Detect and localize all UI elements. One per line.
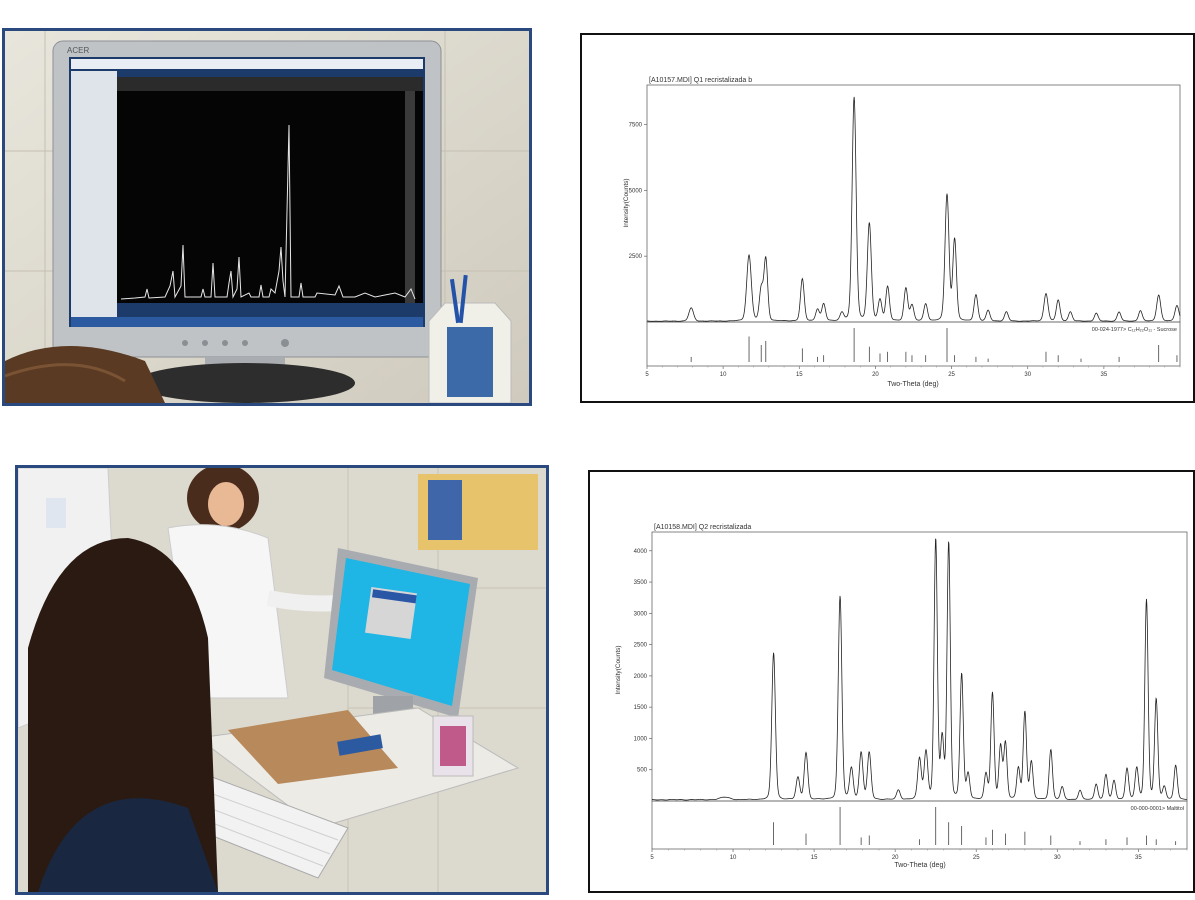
y-tick-label: 3000 xyxy=(634,611,648,617)
photo-lab-workstation xyxy=(15,465,549,895)
x-tick-label: 25 xyxy=(973,855,980,861)
y-tick-label: 5000 xyxy=(629,188,643,194)
y-tick-label: 500 xyxy=(637,768,648,774)
x-tick-label: 35 xyxy=(1101,372,1108,378)
chart-ylabel: Intensity(Counts) xyxy=(623,178,630,227)
y-tick-label: 7500 xyxy=(629,123,643,129)
chart-reference-frame xyxy=(646,321,1181,367)
x-tick-label: 10 xyxy=(730,855,737,861)
y-tick-label: 1500 xyxy=(634,705,648,711)
photo-lab-monitor-illustration: ACER xyxy=(5,31,529,403)
y-tick-label: 2000 xyxy=(634,674,648,680)
x-tick-label: 30 xyxy=(1024,372,1031,378)
x-tick-label: 30 xyxy=(1054,855,1061,861)
series-line xyxy=(651,538,1188,801)
y-tick-label: 2500 xyxy=(634,643,648,649)
xrd-chart-maltitol-svg: [A10158.MDI] Q2 recristalizada Intensity… xyxy=(615,524,1188,869)
chart-plot-frame xyxy=(651,531,1188,802)
x-tick-label: 15 xyxy=(796,372,803,378)
xrd-chart-sucrose-svg: [A10157.MDI] Q1 recristalizada b Intensi… xyxy=(623,77,1181,388)
y-tick-label: 3500 xyxy=(634,580,648,586)
chart-title: [A10157.MDI] Q1 recristalizada b xyxy=(649,77,752,84)
chart-plot-frame xyxy=(646,84,1181,323)
series-line xyxy=(646,96,1181,322)
x-tick-label: 35 xyxy=(1135,855,1142,861)
x-tick-label: 5 xyxy=(645,372,649,378)
xrd-chart-sucrose: [A10157.MDI] Q1 recristalizada b Intensi… xyxy=(580,33,1195,403)
chart-reference-frame xyxy=(651,800,1188,850)
x-tick-label: 10 xyxy=(720,372,727,378)
y-tick-label: 2500 xyxy=(629,254,643,260)
x-tick-label: 15 xyxy=(811,855,818,861)
photo-lab-workstation-illustration xyxy=(18,468,546,892)
chart-title: [A10158.MDI] Q2 recristalizada xyxy=(654,524,751,531)
x-tick-label: 20 xyxy=(872,372,879,378)
x-tick-label: 5 xyxy=(650,855,654,861)
chart-ylabel: Intensity(Counts) xyxy=(615,645,622,694)
chart-reference-label: 00-000-0001> Maltitol xyxy=(1131,806,1184,812)
xrd-chart-maltitol: [A10158.MDI] Q2 recristalizada Intensity… xyxy=(588,470,1195,893)
chart-xlabel: Two-Theta (deg) xyxy=(894,862,945,869)
chart-xlabel: Two-Theta (deg) xyxy=(887,381,938,388)
monitor-brand-label: ACER xyxy=(67,46,89,55)
chart-reference-label: 00-024-1977> C₁₂H₂₂O₁₁ - Sucrose xyxy=(1092,327,1177,333)
x-tick-label: 25 xyxy=(948,372,955,378)
y-tick-label: 4000 xyxy=(634,549,648,555)
y-tick-label: 1000 xyxy=(634,736,648,742)
x-tick-label: 20 xyxy=(892,855,899,861)
photo-lab-monitor: ACER xyxy=(2,28,532,406)
